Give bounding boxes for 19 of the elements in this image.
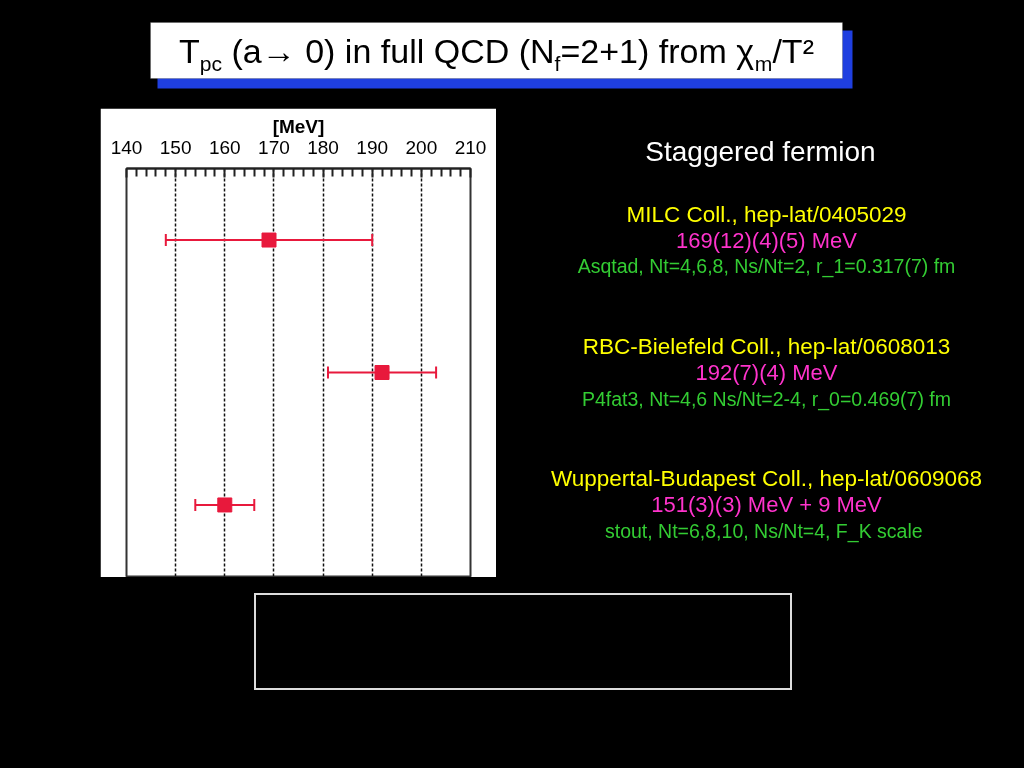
x-tick-label: 170 (258, 136, 290, 158)
x-tick-label: 190 (356, 136, 389, 158)
x-axis-title: [MeV] (272, 115, 325, 137)
text: 169(12)(4)(5) MeV (676, 227, 858, 253)
text: Asqtad, Nt=4,6,8, Ns/Nt=2, r_1=0.317(7) fm (577, 255, 956, 279)
text: MILC Coll., hep-lat/0405029 (626, 201, 907, 227)
text: 192(7)(4) MeV (695, 360, 838, 385)
text: Staggered fermion (645, 135, 876, 167)
text: P4fat3, Nt=4,6 Ns/Nt=2-4, r_0=0.469(7) fm (581, 387, 952, 411)
x-tick-label: 180 (307, 136, 339, 158)
x-tick-label: 210 (454, 136, 487, 158)
text: RBC-Bielefeld Coll., hep-lat/0608013 (582, 334, 951, 359)
text: 151(3)(3) MeV + 9 MeV (651, 492, 883, 518)
x-tick-label: 140 (110, 136, 143, 158)
x-tick-label: 200 (405, 136, 438, 158)
text: Wuppertal-Budapest Coll., hep-lat/0609068 (550, 466, 983, 492)
text: stout, Nt=6,8,10, Ns/Nt=4, F_K scale (605, 519, 923, 543)
x-tick-label: 150 (159, 136, 192, 158)
x-tick-label: 160 (208, 136, 241, 158)
